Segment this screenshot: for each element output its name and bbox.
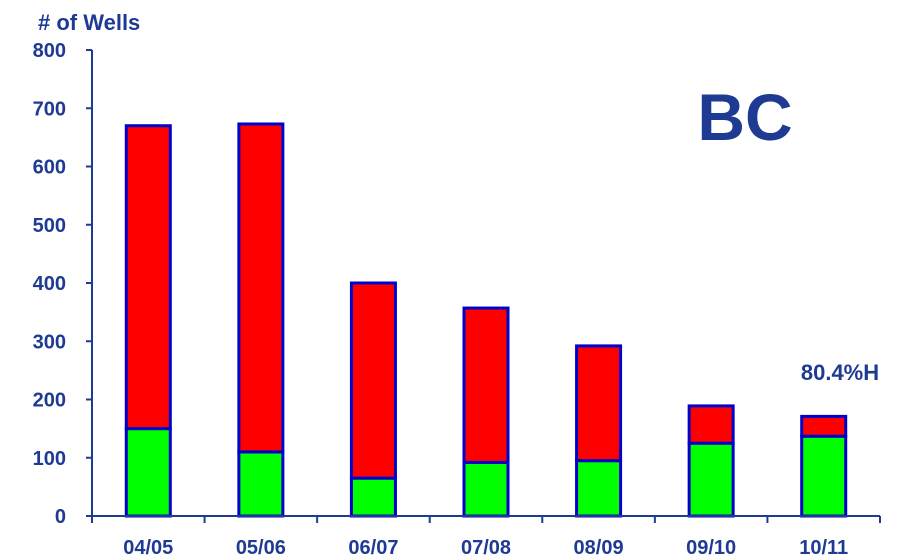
bar-07-08-segment-1: [462, 306, 510, 464]
y-tick-label: 500: [33, 215, 66, 237]
x-tick-label: 10/11: [799, 537, 848, 559]
region-label: BC: [697, 80, 792, 154]
y-tick-label: 300: [33, 331, 66, 353]
bar-06-07-segment-1: [349, 281, 397, 480]
bar-09-10-segment-1: [687, 404, 735, 445]
bar-05-06-segment-1: [237, 122, 285, 454]
bar-05-06-segment-0: [237, 450, 285, 518]
bars-group: [124, 122, 848, 518]
x-tick-label: 04/05: [123, 537, 173, 559]
x-tick-label: 07/08: [461, 537, 511, 559]
y-tick-label: 700: [33, 98, 66, 120]
bar-10-11-segment-1: [800, 414, 848, 438]
y-tick-label: 200: [33, 390, 66, 412]
horizontal-percent-annotation: 80.4%H: [801, 360, 879, 385]
y-tick-label: 0: [55, 506, 66, 528]
bar-04-05-segment-1: [124, 124, 172, 431]
x-tick-label: 08/09: [574, 537, 624, 559]
bar-08-09-segment-0: [575, 459, 623, 518]
y-tick-label: 100: [33, 448, 66, 470]
bar-10-11-segment-0: [800, 434, 848, 518]
x-axis: 04/05 05/06 06/07 07/08 08/09 09/10 10/11: [91, 515, 881, 559]
bar-04-05-segment-0: [124, 427, 172, 518]
bar-09-10-segment-0: [687, 441, 735, 518]
bar-07-08-segment-0: [462, 460, 510, 518]
y-tick-label: 600: [33, 157, 66, 179]
bar-08-09-segment-1: [575, 344, 623, 463]
y-tick-label: 400: [33, 273, 66, 295]
bar-06-07-segment-0: [349, 476, 397, 518]
x-tick-label: 09/10: [686, 537, 736, 559]
y-axis-label: # of Wells: [38, 10, 140, 35]
y-tick-label: 800: [33, 40, 66, 62]
x-tick-label: 06/07: [348, 537, 398, 559]
x-tick-label: 05/06: [236, 537, 286, 559]
y-axis: 0 100 200 300 400 500 600 700 800: [33, 40, 93, 528]
